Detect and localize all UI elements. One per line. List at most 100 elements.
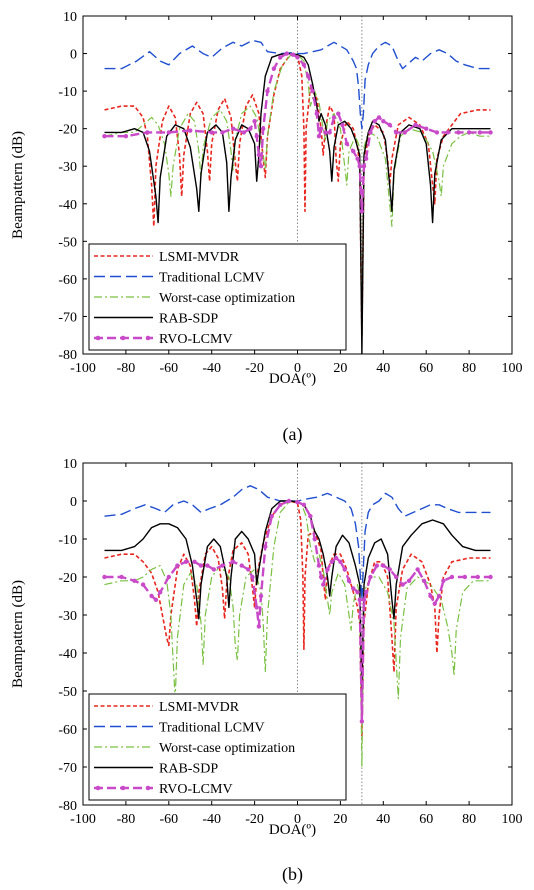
x-tick-label: 0 — [294, 812, 301, 827]
data-point-15 — [265, 88, 270, 94]
series-line-rab-sdp — [104, 52, 491, 354]
data-point-16 — [271, 66, 277, 71]
legend-label: LSMI-MVDR — [159, 700, 240, 715]
data-point-40 — [372, 118, 377, 124]
y-tick-label: -60 — [58, 273, 77, 288]
data-point-43 — [361, 597, 367, 602]
data-point-31 — [318, 574, 324, 580]
data-point-55 — [432, 601, 437, 606]
y-tick-label: -80 — [58, 348, 77, 363]
data-point-38 — [346, 578, 352, 583]
legend-label: RAB-SDP — [159, 762, 218, 777]
data-point-41 — [357, 597, 362, 602]
data-point-58 — [449, 574, 455, 580]
y-axis-label: Beampattern (dB) — [10, 580, 26, 688]
legend-label: Worst-case optimization — [159, 291, 295, 306]
data-point-2 — [145, 130, 150, 135]
data-point-20 — [295, 55, 300, 60]
panel-label: (b) — [282, 864, 303, 885]
data-point-28 — [308, 514, 313, 519]
chart-panel-a: -100 -80 -60 -40 -20 0 20 40 60 80 100100-10-20-30… — [10, 10, 523, 445]
data-point-46 — [374, 563, 380, 568]
series-line-traditional-lcmv — [104, 485, 491, 601]
data-point-6 — [158, 590, 163, 595]
series-group — [102, 39, 493, 354]
data-point-57 — [441, 578, 446, 583]
data-point-48 — [387, 567, 392, 572]
data-point-14 — [260, 126, 266, 131]
data-point-1 — [119, 574, 124, 580]
data-point-3 — [140, 582, 146, 587]
data-point-23 — [269, 514, 274, 519]
legend-label: Traditional LCMV — [159, 721, 265, 736]
data-point-7 — [166, 574, 171, 580]
data-point-22 — [263, 544, 268, 549]
data-point-14 — [220, 563, 225, 568]
data-point-49 — [393, 574, 399, 580]
legend: LSMI-MVDR Traditional LCMV Worst-case opti… — [88, 243, 347, 351]
x-tick-label: -60 — [159, 812, 178, 827]
x-tick-label: -80 — [117, 812, 136, 827]
x-tick-label: -60 — [159, 361, 178, 376]
y-tick-label: -20 — [58, 571, 77, 586]
legend-marker — [95, 785, 101, 791]
data-point-8 — [175, 563, 180, 568]
data-point-19 — [291, 52, 296, 57]
data-point-39 — [351, 586, 356, 591]
data-point-45 — [368, 574, 373, 580]
y-tick-label: 10 — [63, 10, 77, 25]
data-point-6 — [220, 130, 225, 135]
data-point-32 — [344, 141, 350, 146]
y-tick-label: 0 — [70, 48, 77, 63]
data-point-42 — [381, 118, 386, 124]
data-point-25 — [316, 133, 322, 139]
data-point-11 — [198, 563, 204, 568]
data-point-35 — [357, 164, 362, 169]
x-tick-label: 100 — [502, 812, 523, 827]
x-tick-label: -100 — [70, 812, 96, 827]
x-tick-label: 80 — [462, 812, 476, 827]
x-tick-label: 40 — [376, 361, 390, 376]
data-point-20 — [256, 624, 262, 629]
data-point-24 — [278, 502, 283, 507]
data-point-33 — [351, 149, 356, 154]
data-point-44 — [393, 130, 399, 135]
data-point-38 — [363, 156, 369, 161]
data-point-9 — [248, 126, 253, 131]
data-point-8 — [241, 130, 247, 135]
y-tick-label: -60 — [58, 723, 77, 738]
y-tick-label: 10 — [63, 457, 77, 472]
data-point-31 — [340, 122, 345, 128]
data-point-16 — [239, 563, 244, 568]
y-tick-label: -40 — [58, 647, 77, 662]
y-tick-label: -50 — [58, 235, 77, 250]
data-point-53 — [421, 578, 427, 583]
data-point-21 — [258, 593, 264, 599]
x-tick-label: 20 — [333, 361, 347, 376]
legend: LSMI-MVDR Traditional LCMV Worst-case opti… — [88, 693, 347, 801]
data-point-13 — [211, 567, 217, 572]
y-tick-label: -70 — [58, 761, 77, 776]
x-axis-label: DOA(º) — [269, 371, 316, 387]
data-point-5 — [209, 130, 214, 135]
data-point-49 — [445, 130, 450, 135]
data-point-27 — [323, 130, 328, 135]
data-point-47 — [424, 126, 429, 131]
data-point-4 — [149, 593, 154, 599]
data-point-61 — [488, 574, 493, 580]
data-point-45 — [402, 130, 407, 135]
data-point-21 — [301, 62, 307, 68]
data-point-12 — [256, 152, 262, 158]
data-point-30 — [316, 563, 322, 568]
series-group — [102, 485, 493, 768]
y-tick-label: -30 — [58, 160, 77, 175]
legend-marker — [120, 335, 126, 341]
legend-marker — [145, 335, 151, 341]
x-tick-label: 80 — [462, 361, 476, 376]
data-point-32 — [321, 582, 326, 587]
data-point-53 — [488, 130, 493, 135]
data-point-1 — [123, 133, 129, 139]
data-point-52 — [477, 130, 483, 135]
y-tick-label: 0 — [70, 495, 77, 510]
